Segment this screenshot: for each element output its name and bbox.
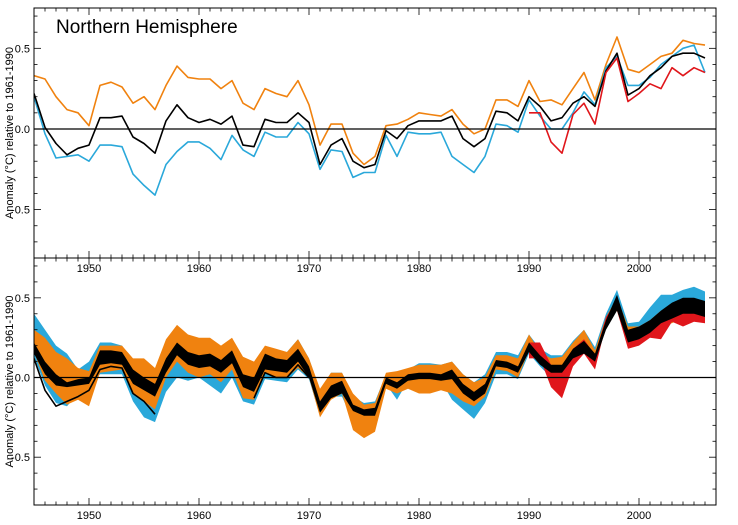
panel-top: 1950 1960 1970 1980 1990 2000 0.5 0.0 -0.5Anomal… xyxy=(4,7,717,275)
top-ytick-label: -0.5 xyxy=(11,205,30,217)
bottom-xtick-label: 1960 xyxy=(187,510,211,522)
top-xtick-label: 1970 xyxy=(297,263,321,275)
top-xtick-label: 1950 xyxy=(77,263,101,275)
top-series-line-blue-1 xyxy=(34,44,706,196)
bottom-xtick-label: 1970 xyxy=(297,510,321,522)
top-series-line-red-3 xyxy=(529,57,706,154)
bottom-y-axis-label: Anomaly (°C) relative to 1961-1990 xyxy=(4,296,16,468)
panel-bottom: 1950 1960 1970 1980 1990 2000 0.5 0.0 -0.5Anomal… xyxy=(4,257,717,522)
bottom-band-black xyxy=(34,294,705,416)
top-panel-title: Northern Hemisphere xyxy=(56,17,238,38)
top-xtick-label: 2000 xyxy=(627,263,651,275)
top-series-line-orange-0 xyxy=(34,36,706,166)
bottom-ytick-label: -0.5 xyxy=(11,452,30,464)
bottom-band-blue xyxy=(34,286,705,423)
top-xtick-label: 1980 xyxy=(407,263,431,275)
top-xtick-label: 1990 xyxy=(517,263,541,275)
top-series-line-black-2 xyxy=(34,52,706,169)
top-plot-area xyxy=(34,36,706,196)
bottom-ytick-label: 0.5 xyxy=(15,293,30,305)
bottom-xtick-label: 2000 xyxy=(627,510,651,522)
bottom-plot-area xyxy=(34,286,705,439)
top-y-axis-label: Anomaly (°C) relative to 1961-1990 xyxy=(4,47,16,219)
bottom-xtick-label: 1950 xyxy=(77,510,101,522)
bottom-series-line-black-0 xyxy=(34,358,156,415)
bottom-xtick-label: 1980 xyxy=(407,510,431,522)
top-xtick-label: 1960 xyxy=(187,263,211,275)
top-ytick-label: 0.0 xyxy=(15,124,30,136)
top-ytick-label: 0.5 xyxy=(15,43,30,55)
bottom-xtick-label: 1990 xyxy=(517,510,541,522)
bottom-band-red xyxy=(529,301,705,399)
bottom-ytick-label: 0.0 xyxy=(15,373,30,385)
